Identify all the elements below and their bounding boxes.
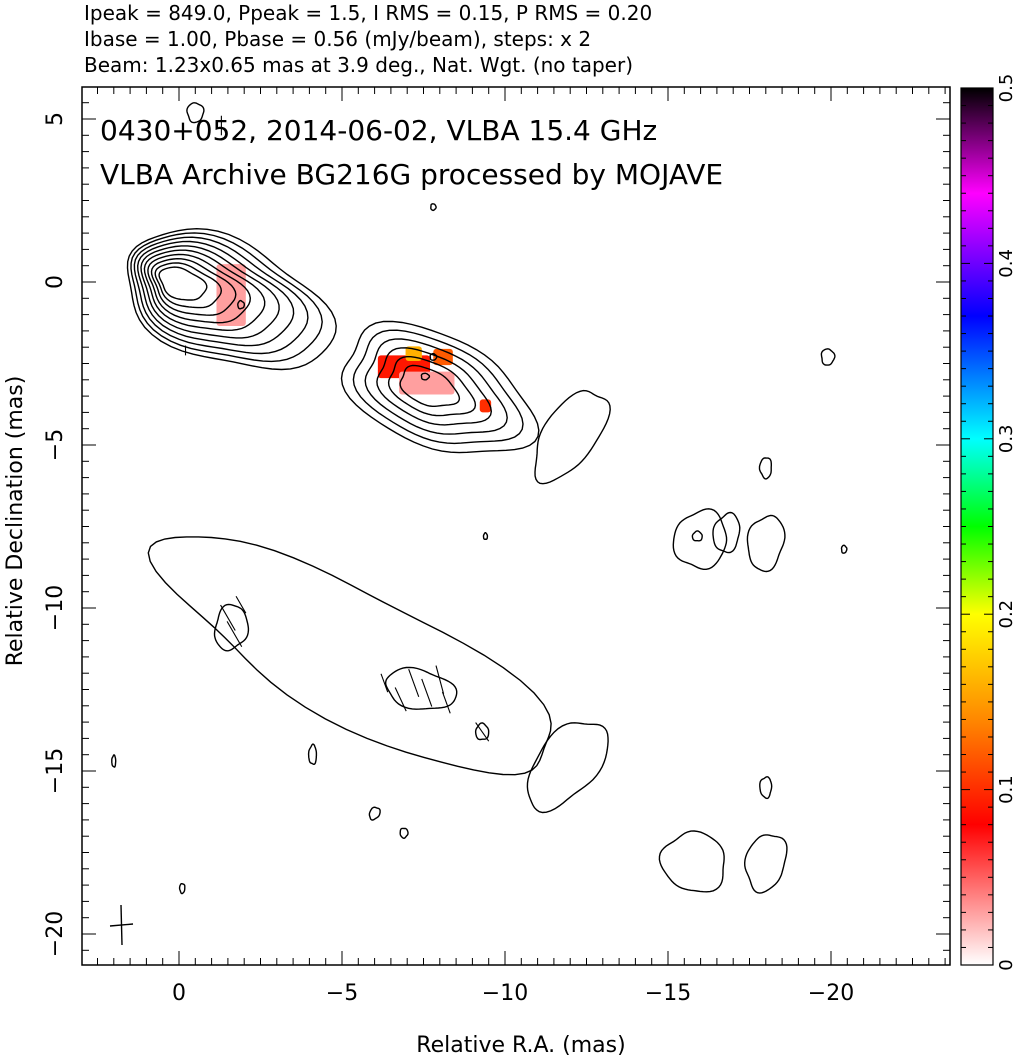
knot-contour xyxy=(387,356,477,417)
colorbar-tick-label: 0.4 xyxy=(996,249,1017,278)
jet-contour xyxy=(111,754,117,768)
header-line-3: Beam: 1.23x0.65 mas at 3.9 deg., Nat. Wg… xyxy=(84,53,633,77)
jet-contour xyxy=(759,776,773,800)
source-title: 0430+052, 2014-06-02, VLBA 15.4 GHz xyxy=(100,114,657,147)
evpa-stick xyxy=(235,595,247,614)
x-tick-label: −20 xyxy=(808,981,854,1006)
core-contour xyxy=(133,236,309,355)
y-tick-label: 0 xyxy=(43,275,68,289)
evpa-hatch-layer xyxy=(184,115,490,742)
y-tick-label: −5 xyxy=(43,429,68,461)
colorbar-tick-label: 0.2 xyxy=(996,600,1017,629)
core-contour xyxy=(147,253,252,324)
evpa-stick xyxy=(408,669,420,697)
contour-layer xyxy=(111,102,848,895)
jet-contour xyxy=(429,352,438,361)
y-axis-label: Relative Declination (mas) xyxy=(3,376,28,667)
jet-contour xyxy=(237,299,245,310)
header-line-1: Ipeak = 849.0, Ppeak = 1.5, I RMS = 0.15… xyxy=(84,1,652,25)
jet-contour xyxy=(658,830,725,893)
jet-contour xyxy=(712,511,741,554)
colorbar-tick-label: 0 xyxy=(996,959,1017,970)
y-tick-label: 5 xyxy=(43,112,68,126)
polarization-patch xyxy=(399,371,455,395)
y-tick-label: −20 xyxy=(43,911,68,957)
jet-contour xyxy=(534,389,611,485)
y-tick-label: −15 xyxy=(43,748,68,794)
knot-contour xyxy=(420,372,431,381)
jet-contour xyxy=(399,827,409,840)
evpa-stick xyxy=(421,678,433,707)
jet-contour xyxy=(430,203,437,212)
jet-contour xyxy=(746,514,786,573)
jet-contour xyxy=(743,834,788,894)
knot-contour xyxy=(376,347,493,426)
knot-contour xyxy=(340,320,540,454)
evpa-stick xyxy=(435,665,445,695)
core-contour xyxy=(143,249,266,332)
jet-contour xyxy=(307,743,318,765)
x-tick-label: −10 xyxy=(482,981,528,1006)
jet-contour xyxy=(840,544,848,554)
evpa-stick xyxy=(475,722,490,742)
y-tick-label: −10 xyxy=(43,585,68,631)
colorbar-ticks: 0 0.1 0.2 0.3 0.4 0.5 xyxy=(961,74,1017,971)
source-subtitle: VLBA Archive BG216G processed by MOJAVE xyxy=(100,158,723,191)
colorbar: 0 0.1 0.2 0.3 0.4 0.5 xyxy=(960,74,1017,971)
core-contour xyxy=(130,232,323,363)
core-contour xyxy=(126,227,337,371)
lower-jet-contour xyxy=(213,603,250,652)
knot-contour xyxy=(352,329,524,445)
map-layer xyxy=(111,102,848,895)
core-contour xyxy=(140,245,280,339)
jet-contour xyxy=(758,457,772,480)
polarization-patch xyxy=(216,264,246,327)
x-axis-label: Relative R.A. (mas) xyxy=(416,1033,625,1058)
colorbar-tick-label: 0.1 xyxy=(996,775,1017,804)
core-contour xyxy=(136,240,295,347)
header-line-2: Ibase = 1.00, Pbase = 0.56 (mJy/beam), s… xyxy=(84,27,591,51)
beam-marker xyxy=(109,904,134,946)
jet-contour xyxy=(368,806,381,821)
evpa-stick xyxy=(394,687,407,712)
jet-contour xyxy=(482,532,489,540)
x-tick-label: 0 xyxy=(172,981,186,1006)
colorbar-tick-label: 0.5 xyxy=(996,74,1017,103)
lower-jet-contour xyxy=(385,666,458,710)
evpa-stick xyxy=(380,673,389,693)
core-contour xyxy=(158,266,208,301)
knot-contour xyxy=(364,338,508,435)
jet-contour xyxy=(178,883,186,895)
polarization-color-layer xyxy=(216,264,492,413)
colorbar-tick-label: 0.3 xyxy=(996,424,1017,453)
jet-contour xyxy=(672,508,728,570)
jet-contour xyxy=(820,348,836,366)
evpa-stick xyxy=(441,691,451,714)
lower-jet-contour xyxy=(474,722,490,741)
x-tick-label: −5 xyxy=(326,981,358,1006)
evpa-stick xyxy=(220,604,236,631)
core-contour xyxy=(154,262,223,309)
jet-contour xyxy=(691,530,703,542)
evpa-stick xyxy=(226,621,243,648)
jet-contour xyxy=(186,102,205,124)
plot-frame xyxy=(81,86,951,966)
core-contour xyxy=(150,257,237,316)
jet-contour xyxy=(526,722,609,814)
lower-jet-contour xyxy=(147,536,552,776)
axis-ticks: 0 −5 −10 −15 −20 5 0 −5 −10 −15 −20 xyxy=(43,87,950,1006)
x-tick-label: −15 xyxy=(645,981,691,1006)
knot-contour xyxy=(399,364,461,407)
